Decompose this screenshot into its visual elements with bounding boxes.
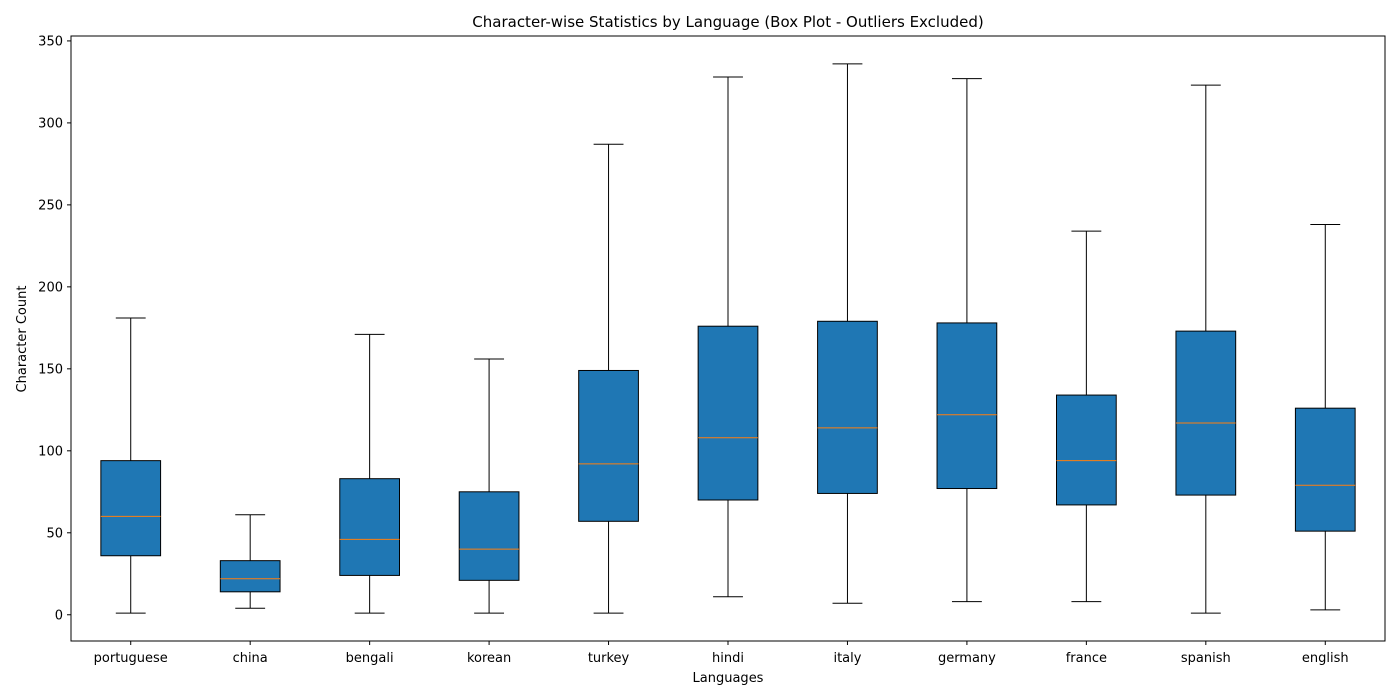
x-tick-label: english bbox=[1302, 651, 1349, 666]
box-korean bbox=[458, 358, 520, 614]
iqr-box bbox=[100, 460, 162, 557]
x-tick-label: korean bbox=[467, 651, 511, 666]
y-tick-label: 350 bbox=[38, 34, 63, 49]
y-tick-label: 50 bbox=[46, 526, 63, 541]
box-bengali bbox=[339, 333, 401, 614]
iqr-box bbox=[458, 491, 520, 581]
box-italy bbox=[817, 63, 878, 604]
box-france bbox=[1056, 230, 1117, 603]
iqr-box bbox=[219, 560, 281, 593]
x-axis: portuguese china bengali korean turkey hindi i… bbox=[94, 641, 1349, 666]
y-tick-label: 150 bbox=[38, 362, 63, 377]
box-spanish bbox=[1175, 84, 1237, 614]
box-turkey bbox=[578, 143, 639, 614]
y-axis-label: Character Count bbox=[15, 286, 30, 393]
y-tick-label: 300 bbox=[38, 116, 63, 131]
boxes-group bbox=[100, 63, 1356, 614]
iqr-box bbox=[1056, 394, 1117, 506]
x-tick-label: portuguese bbox=[94, 651, 168, 666]
x-tick-label: spanish bbox=[1181, 651, 1231, 666]
iqr-box bbox=[1175, 330, 1237, 496]
iqr-box bbox=[817, 320, 878, 494]
iqr-box bbox=[697, 325, 759, 501]
y-tick-label: 250 bbox=[38, 198, 63, 213]
iqr-box bbox=[578, 369, 639, 522]
y-tick-label: 0 bbox=[55, 608, 63, 623]
box-china bbox=[219, 514, 281, 609]
x-tick-label: france bbox=[1066, 651, 1107, 666]
box-portuguese bbox=[100, 317, 162, 614]
x-tick-label: germany bbox=[938, 651, 996, 666]
x-tick-label: bengali bbox=[346, 651, 394, 666]
x-tick-label: turkey bbox=[588, 651, 630, 666]
box-germany bbox=[936, 78, 998, 603]
chart-title: Character-wise Statistics by Language (B… bbox=[472, 13, 983, 31]
y-axis: 0 50 100 150 200 250 300 350 bbox=[38, 34, 71, 623]
iqr-box bbox=[339, 478, 401, 576]
x-axis-label: Languages bbox=[693, 671, 764, 686]
x-tick-label: italy bbox=[833, 651, 861, 666]
iqr-box bbox=[936, 322, 998, 490]
box-english bbox=[1294, 224, 1356, 611]
box-hindi bbox=[697, 76, 759, 598]
x-tick-label: china bbox=[233, 651, 268, 666]
iqr-box bbox=[1294, 407, 1356, 532]
y-tick-label: 200 bbox=[38, 280, 63, 295]
y-tick-label: 100 bbox=[38, 444, 63, 459]
x-tick-label: hindi bbox=[712, 651, 744, 666]
